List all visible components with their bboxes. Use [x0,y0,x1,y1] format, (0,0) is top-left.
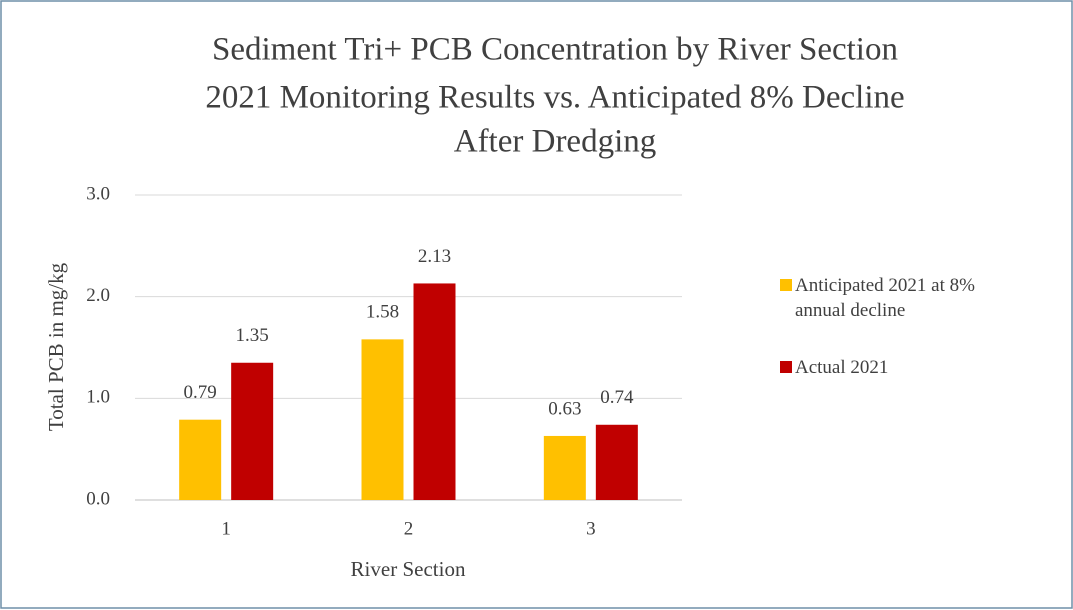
data-label: 2.13 [418,246,451,267]
legend-item: Anticipated 2021 at 8% annual decline [780,273,1040,323]
data-label: 0.63 [548,398,581,419]
chart-title: Sediment Tri+ PCB Concentration by River… [212,32,898,68]
x-axis-title: River Section [351,557,466,581]
bar [595,424,638,500]
data-label: 0.74 [600,387,634,408]
legend-label: Anticipated 2021 at 8% annual decline [795,275,975,321]
data-label: 1.35 [236,325,269,346]
bar [413,283,456,500]
bar [361,339,404,500]
y-tick-label: 1.0 [86,387,110,408]
y-tick-label: 2.0 [86,285,110,306]
bar [231,362,274,500]
x-tick-label: 1 [221,518,231,539]
bar [179,419,222,500]
legend-label: Actual 2021 [795,357,889,378]
legend-swatch [780,361,792,373]
chart-title: After Dredging [454,124,657,160]
y-tick-label: 0.0 [86,488,110,509]
data-label: 0.79 [184,382,217,403]
y-tick-label: 3.0 [86,183,110,204]
x-tick-label: 2 [404,518,414,539]
chart-title: 2021 Monitoring Results vs. Anticipated … [205,80,904,116]
legend-item: Actual 2021 [780,355,1040,380]
bar [543,435,586,500]
y-axis-title: Total PCB in mg/kg [44,262,68,431]
legend-swatch [780,279,792,291]
data-label: 1.58 [366,302,399,323]
x-tick-label: 3 [586,518,596,539]
